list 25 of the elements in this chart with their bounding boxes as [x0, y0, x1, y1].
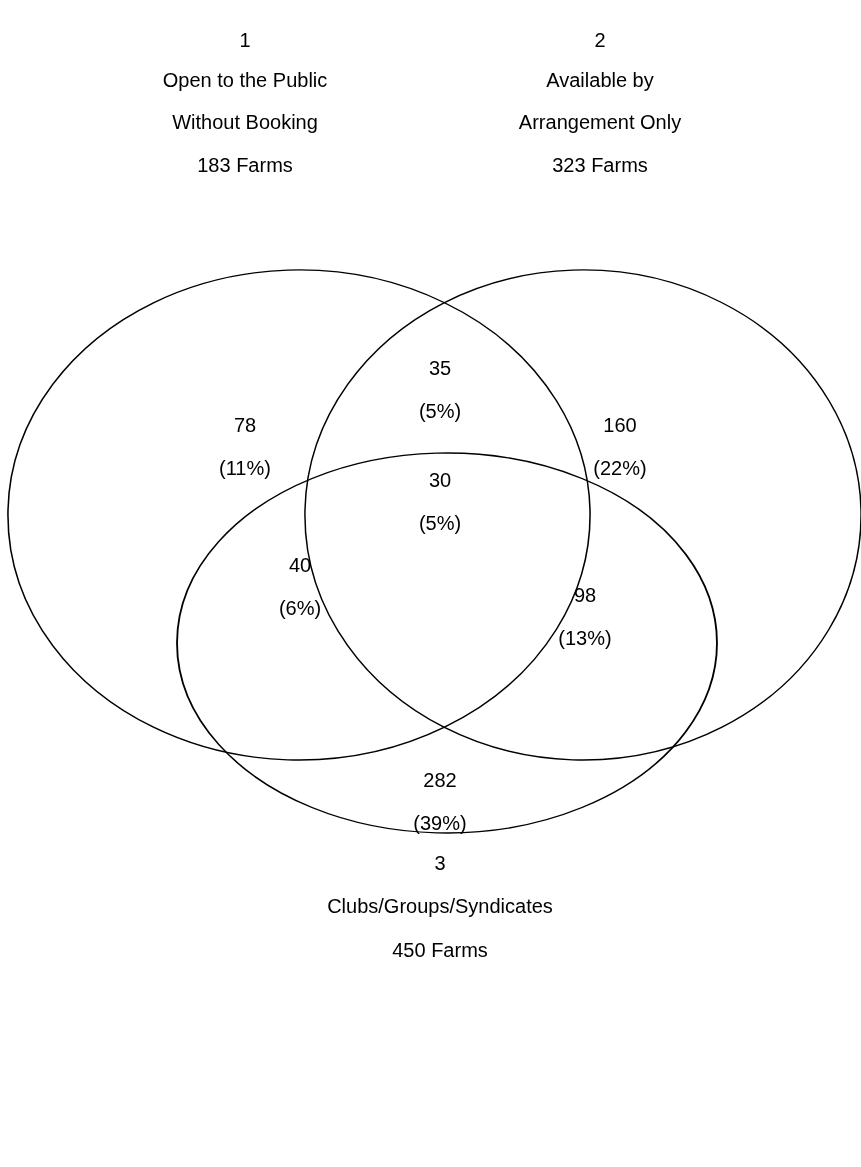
category-label: 98	[573, 584, 597, 606]
text: Open to the Public	[162, 69, 328, 91]
text: Available by	[546, 69, 654, 91]
data-label: (39%)	[413, 812, 467, 834]
data-label: (6%)	[278, 597, 322, 619]
category-label: 30	[428, 469, 452, 491]
category-label: 160	[603, 414, 637, 436]
text: 323 Farms	[552, 154, 648, 176]
text: Clubs/Groups/Syndicates	[327, 895, 553, 917]
data-label: (5%)	[418, 512, 462, 534]
text: 183 Farms	[197, 154, 293, 176]
text: 1	[239, 29, 251, 51]
data-label: (11%)	[219, 457, 271, 479]
text: 3	[434, 852, 446, 874]
text: Without Booking	[172, 111, 318, 133]
text: Arrangement Only	[518, 111, 682, 133]
data-label: (5%)	[418, 400, 462, 422]
category-label: 78	[233, 414, 257, 436]
category-label: 35	[428, 357, 452, 379]
category-label: 40	[288, 554, 312, 576]
data-label: (22%)	[593, 457, 647, 479]
text: 2	[594, 29, 606, 51]
text: 450 Farms	[392, 939, 488, 961]
category-label: 282	[423, 769, 457, 791]
data-label: (13%)	[558, 627, 612, 649]
